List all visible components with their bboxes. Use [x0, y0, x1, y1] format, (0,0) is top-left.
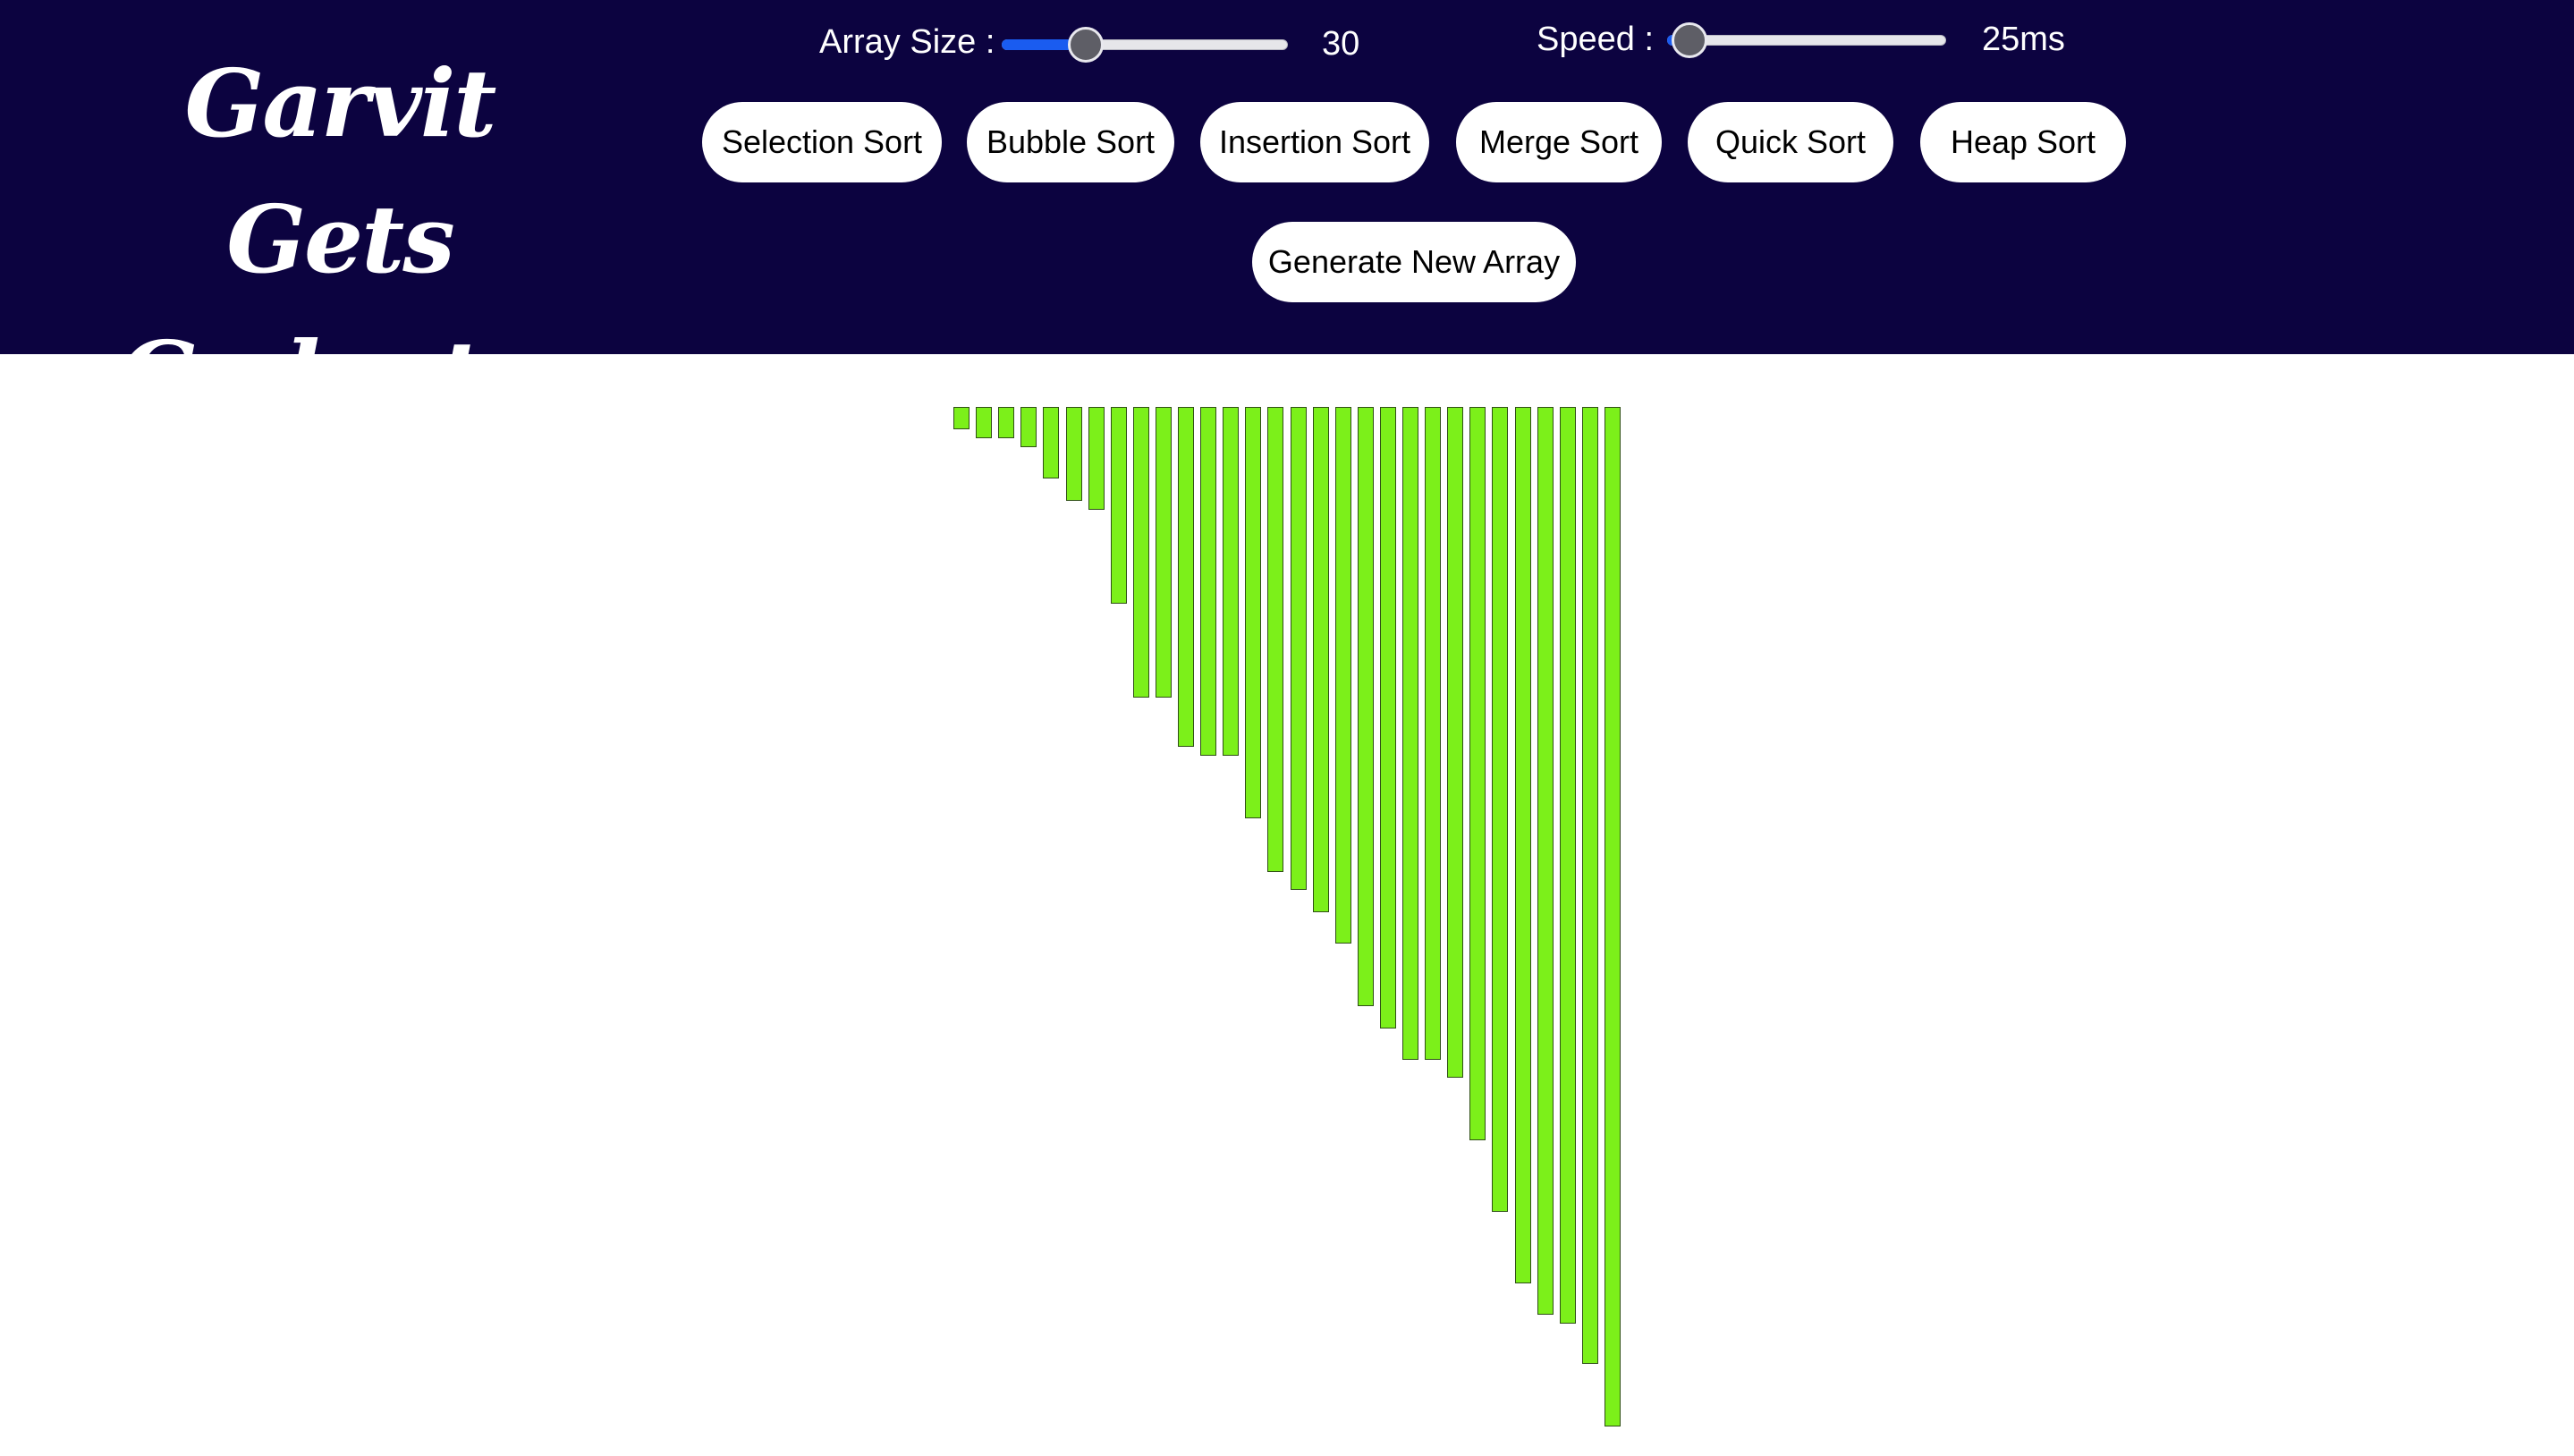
speed-slider-track: [1667, 35, 1946, 46]
array-size-slider-fill: [1002, 39, 1086, 50]
array-bar: [1559, 407, 1576, 1324]
array-bar: [1155, 407, 1172, 698]
array-size-label: Array Size :: [819, 23, 995, 61]
header-bar: Garvit Gets Gadgets. Array Size : 30 Spe…: [0, 0, 2574, 430]
logo-line-1: Garvit Gets: [184, 48, 497, 294]
array-size-slider[interactable]: [1002, 27, 1288, 63]
array-bar: [1088, 407, 1105, 510]
array-bar: [1447, 407, 1464, 1078]
array-bar: [1492, 407, 1509, 1212]
array-bar: [998, 407, 1015, 438]
array-bar: [1245, 407, 1262, 818]
speed-value: 25ms: [1982, 21, 2065, 58]
heap-sort-button[interactable]: Heap Sort: [1920, 102, 2126, 182]
array-bar: [1425, 407, 1442, 1060]
logo[interactable]: Garvit Gets Gadgets.: [98, 36, 581, 444]
array-bar: [1267, 407, 1284, 872]
array-bar: [1110, 407, 1127, 604]
quick-sort-button[interactable]: Quick Sort: [1688, 102, 1893, 182]
array-bar: [1334, 407, 1351, 944]
speed-slider-thumb[interactable]: [1671, 22, 1707, 58]
bubble-sort-button[interactable]: Bubble Sort: [967, 102, 1174, 182]
array-bar: [1290, 407, 1307, 890]
merge-sort-button[interactable]: Merge Sort: [1456, 102, 1662, 182]
array-bar: [1514, 407, 1531, 1283]
speed-slider[interactable]: [1667, 22, 1946, 58]
array-bar: [1200, 407, 1217, 756]
array-bar: [1043, 407, 1060, 478]
array-bar: [1312, 407, 1329, 912]
selection-sort-button[interactable]: Selection Sort: [702, 102, 942, 182]
array-bar: [1020, 407, 1037, 447]
array-bar: [1132, 407, 1149, 698]
array-bar: [1402, 407, 1418, 1060]
array-bar: [1604, 407, 1621, 1426]
generate-new-array-button[interactable]: Generate New Array: [1252, 222, 1576, 302]
insertion-sort-button[interactable]: Insertion Sort: [1200, 102, 1429, 182]
array-bar: [953, 407, 969, 429]
array-bar: [1223, 407, 1240, 756]
array-bar: [1537, 407, 1554, 1315]
array-bar: [1469, 407, 1486, 1140]
speed-label: Speed :: [1537, 21, 1654, 58]
logo-line-2: Gadgets.: [118, 320, 563, 430]
array-bars-container: [953, 407, 1624, 1426]
array-bar: [1065, 407, 1082, 501]
array-bar: [1581, 407, 1598, 1364]
array-bar: [976, 407, 993, 438]
array-bar: [1357, 407, 1374, 1006]
array-size-value: 30: [1322, 25, 1360, 63]
array-bar: [1178, 407, 1194, 747]
array-bar: [1379, 407, 1396, 1029]
array-size-slider-thumb[interactable]: [1067, 27, 1104, 63]
